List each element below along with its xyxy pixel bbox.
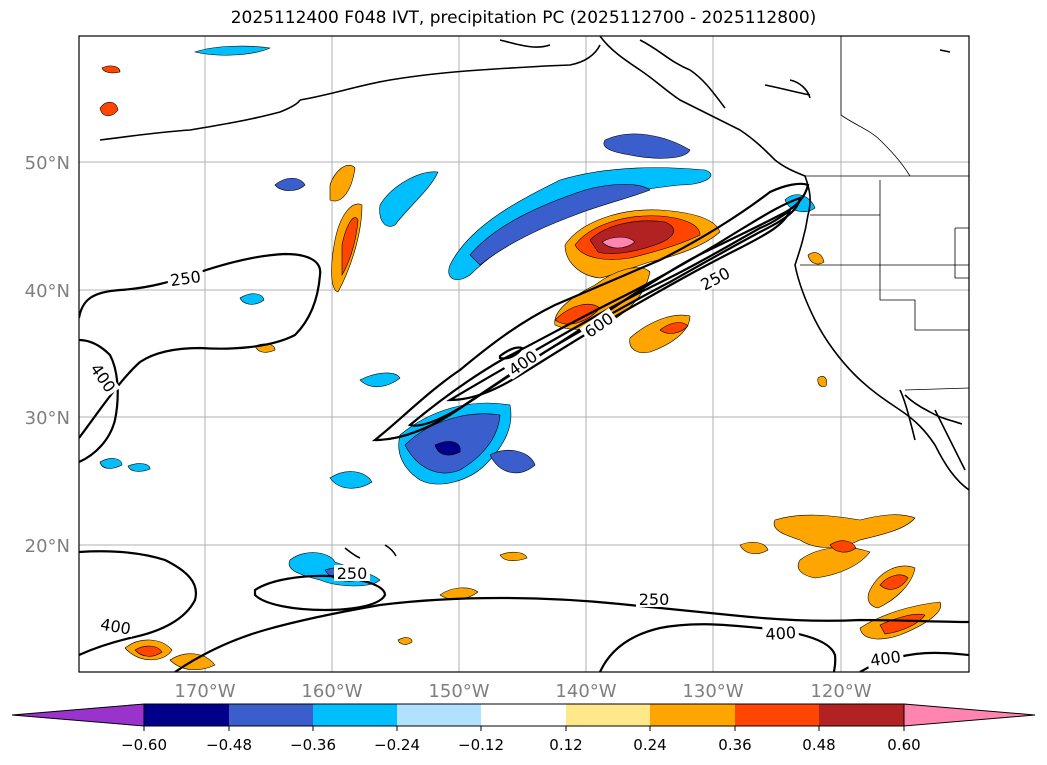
colorbar-tick-label: 0.60 (887, 736, 920, 754)
lon-label: 140°W (555, 681, 616, 702)
colorbar-tick-label: −0.24 (374, 736, 420, 754)
colorbar-bin (397, 704, 481, 726)
contour-label: 250 (337, 564, 368, 583)
longitude-labels: 170°W 160°W 150°W 140°W 130°W 120°W (174, 681, 871, 702)
borders (800, 36, 969, 391)
map-title: 2025112400 F048 IVT, precipitation PC (2… (230, 8, 817, 28)
map-frame (78, 35, 970, 673)
colorbar-frame (143, 703, 905, 727)
contour-label: 250 (639, 590, 670, 609)
colorbar-tick-label: 0.48 (802, 736, 835, 754)
colorbar-tick-label: 0.36 (718, 736, 751, 754)
colorbar-tick-label: −0.60 (121, 736, 167, 754)
contour-label: 400 (869, 647, 902, 670)
colorbar-tick-label: −0.36 (290, 736, 336, 754)
lon-label: 150°W (428, 681, 489, 702)
lon-label: 130°W (682, 681, 743, 702)
colorbar-bin (566, 704, 650, 726)
coastlines (99, 36, 969, 559)
colorbar-bin (313, 704, 397, 726)
lat-label: 20°N (25, 536, 70, 557)
colorbar-bin (144, 704, 229, 726)
colorbar-tick-label: −0.12 (458, 736, 504, 754)
lat-label: 50°N (25, 153, 70, 174)
colorbar-bin (481, 704, 566, 726)
lon-label: 160°W (301, 681, 362, 702)
map-area: 250 400 600 400 250 400 250 250 400 400 (79, 36, 969, 672)
contour-label: 400 (765, 623, 797, 644)
colorbar-tick-label: −0.48 (206, 736, 252, 754)
colorbar-extend-low (11, 703, 145, 727)
contour-label: 250 (169, 267, 202, 290)
lon-label: 120°W (810, 681, 871, 702)
lon-label: 170°W (174, 681, 235, 702)
colorbar-tick-label: 0.12 (549, 736, 582, 754)
positive-pc-patches (99, 65, 942, 670)
colorbar-tick-label: 0.24 (633, 736, 666, 754)
negative-pc-patches (99, 45, 816, 587)
colorbar-bin (735, 704, 819, 726)
latitude-labels: 50°N 40°N 30°N 20°N (25, 153, 70, 557)
colorbar-bin (229, 704, 313, 726)
colorbar: −0.60 −0.48 −0.36 −0.24 −0.12 0.12 0.24 … (11, 703, 1036, 754)
colorbar-bin (650, 704, 735, 726)
lat-label: 40°N (25, 281, 70, 302)
lat-label: 30°N (25, 408, 70, 429)
colorbar-bin (819, 704, 904, 726)
colorbar-extend-high (903, 703, 1036, 727)
